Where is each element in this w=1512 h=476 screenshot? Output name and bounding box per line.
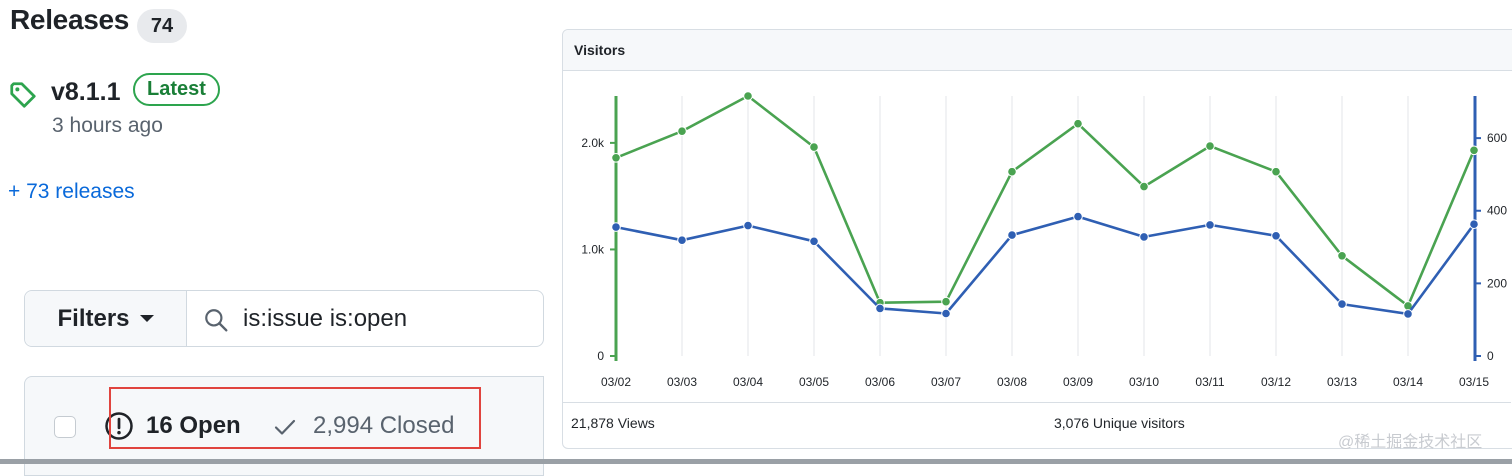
release-version[interactable]: v8.1.1 [51,78,121,106]
panel-footer-divider [563,402,1511,403]
unique-visitors-point [875,303,885,314]
views-point [1271,166,1281,177]
x-tick-label: 03/05 [799,375,829,389]
issue-filter-bar: Filters [24,290,544,347]
release-time: 3 hours ago [52,114,163,137]
unique-visitors-point [1403,309,1413,319]
latest-badge: Latest [133,73,220,106]
views-summary: 21,878 Views [571,415,655,431]
unique-visitors-point [1205,220,1215,230]
x-tick-label: 03/07 [931,375,961,389]
x-tick-label: 03/04 [733,375,763,389]
views-line [615,94,1476,308]
unique-visitors-line [615,215,1476,316]
select-all-checkbox[interactable] [54,416,76,438]
right-y-tick-label: 600 [1487,131,1507,145]
left-y-tick-label: 2.0k [581,136,605,150]
tag-icon [10,82,36,108]
x-tick-label: 03/12 [1261,375,1291,389]
views-point [941,296,951,307]
unique-visitors-point [1139,232,1149,242]
views-point [743,91,753,101]
unique-visitors-point [677,235,687,245]
views-point [1007,166,1017,177]
unique-visitors-point [611,222,621,232]
views-point [1139,181,1149,192]
unique-visitors-point [743,220,753,231]
x-tick-label: 03/06 [865,375,895,389]
views-point [1337,251,1347,261]
filters-button[interactable]: Filters [25,291,187,346]
x-tick-label: 03/09 [1063,375,1093,389]
x-tick-label: 03/14 [1393,375,1423,389]
closed-issues-tab[interactable]: 2,994 Closed [313,412,455,439]
releases-count-badge: 74 [137,9,187,43]
x-tick-label: 03/13 [1327,375,1357,389]
x-tick-label: 03/10 [1129,375,1159,389]
watermark-text: @稀土掘金技术社区 [1338,434,1483,451]
right-y-tick-label: 0 [1487,349,1494,363]
x-tick-label: 03/08 [997,375,1027,389]
right-y-tick-label: 200 [1487,276,1507,290]
unique-visitors-point [1073,211,1083,222]
right-y-tick-label: 400 [1487,204,1507,218]
x-tick-label: 03/11 [1195,375,1224,389]
search-icon [205,309,228,332]
views-point [611,153,621,163]
x-tick-label: 03/15 [1459,375,1489,389]
highlight-annotation-box [109,387,481,449]
unique-visitors-point [1469,219,1479,229]
caret-down-icon [139,315,154,322]
x-tick-label: 03/02 [601,375,631,389]
unique-visitors-point [941,308,951,319]
visitors-chart: 03/02 03/03 03/04 03/05 03/06 03/07 03/08 03/09… [581,91,1507,389]
left-y-tick-label: 1.0k [581,242,605,256]
visitors-panel-header: Visitors [563,30,1512,71]
issue-search-input[interactable] [243,299,533,339]
views-point [1073,118,1083,129]
visitors-title: Visitors [574,42,626,58]
releases-title: Releases [10,4,130,35]
unique-visitors-point [809,236,819,247]
more-releases-link[interactable]: + 73 releases [8,180,135,203]
issue-open-icon [105,412,133,440]
window-bottom-edge [0,459,1512,464]
views-point [1469,145,1479,156]
filters-label: Filters [57,304,130,332]
unique-visitors-point [1007,230,1017,240]
left-y-tick-label: 0 [597,349,604,363]
views-point [809,142,819,152]
unique-visitors-point [1271,231,1281,241]
unique-visitors-summary: 3,076 Unique visitors [1054,415,1185,431]
check-icon [274,419,296,435]
views-point [677,126,687,137]
x-tick-label: 03/03 [667,375,697,389]
open-issues-tab[interactable]: 16 Open [146,412,241,439]
visitors-panel: Visitors [562,29,1512,449]
unique-visitors-point [1337,299,1347,309]
views-point [1205,141,1215,151]
